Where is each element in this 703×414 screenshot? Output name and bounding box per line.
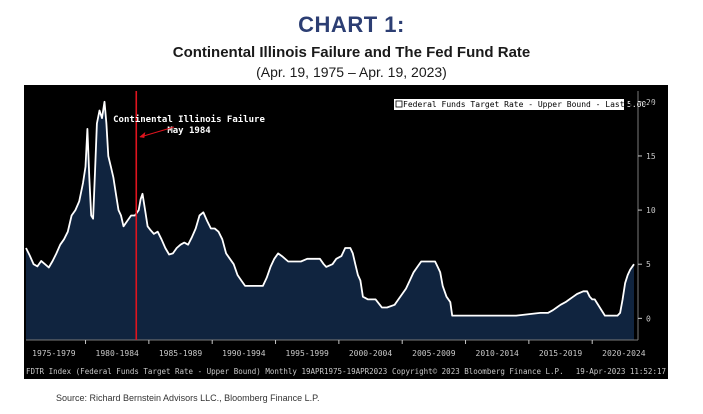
annotation-subtext: May 1984 bbox=[167, 126, 211, 136]
legend-swatch bbox=[395, 100, 403, 108]
chart-label: CHART 1: bbox=[298, 12, 405, 37]
chart-title: Continental Illinois Failure and The Fed… bbox=[172, 44, 531, 61]
footer-center: Copyright© 2023 Bloomberg Finance L.P. bbox=[392, 367, 564, 376]
y-tick-label: 0 bbox=[646, 314, 651, 323]
x-tick-label: 2020-2024 bbox=[602, 349, 646, 358]
series-area bbox=[26, 101, 634, 340]
legend-last-value: 5.00 bbox=[627, 100, 646, 109]
x-tick-label: 2005-2009 bbox=[412, 349, 456, 358]
y-tick-label: 5 bbox=[646, 260, 651, 269]
x-tick-label: 1995-1999 bbox=[286, 349, 330, 358]
legend-label: Federal Funds Target Rate - Upper Bound … bbox=[403, 100, 654, 109]
annotation-arrow bbox=[140, 126, 175, 138]
x-tick-label: 2015-2019 bbox=[539, 349, 583, 358]
fed-funds-chart: 0 5 10 15 20 1975-1979 1980-1984 1985-1989 1990-… bbox=[24, 85, 668, 379]
x-tick-label: 1990-1994 bbox=[222, 349, 266, 358]
annotation-arrowhead bbox=[139, 132, 146, 138]
chart-subtitle: (Apr. 19, 1975 – Apr. 19, 2023) bbox=[256, 64, 447, 80]
y-tick-label: 10 bbox=[646, 206, 656, 215]
x-tick-label: 1975-1979 bbox=[32, 349, 76, 358]
x-tick-label: 1980-1984 bbox=[96, 349, 140, 358]
y-tick-label: 15 bbox=[646, 152, 656, 161]
footer-left: FDTR Index (Federal Funds Target Rate - … bbox=[26, 367, 387, 376]
annotation-text: Continental Illinois Failure bbox=[113, 114, 265, 125]
y-tick-label: 20 bbox=[646, 98, 656, 107]
source-note: Source: Richard Bernstein Advisors LLC.,… bbox=[56, 393, 320, 403]
x-tick-label: 2010-2014 bbox=[476, 349, 520, 358]
legend-background bbox=[394, 99, 624, 110]
x-tick-label: 1985-1989 bbox=[159, 349, 203, 358]
footer-right: 19-Apr-2023 11:52:17 bbox=[576, 367, 666, 376]
x-tick-label: 2000-2004 bbox=[349, 349, 393, 358]
series-line bbox=[25, 100, 635, 317]
